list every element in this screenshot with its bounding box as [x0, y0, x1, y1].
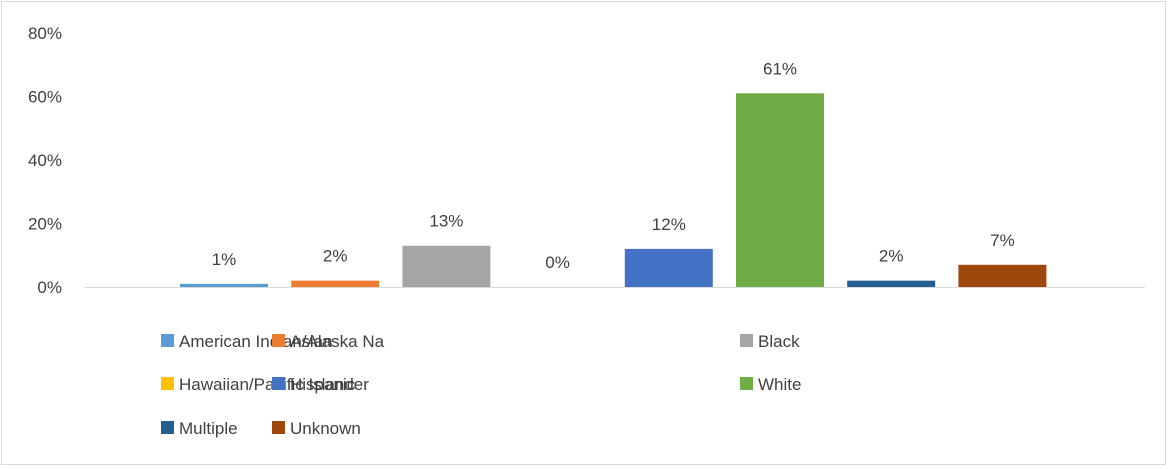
legend-label: Hispanic: [290, 375, 356, 394]
data-label: 13%: [429, 212, 463, 231]
legend-swatch: [740, 334, 753, 347]
bar: [291, 280, 380, 287]
y-tick-label: 0%: [37, 278, 62, 297]
bar: [736, 93, 824, 287]
legend-swatch: [272, 421, 285, 434]
legend-swatch: [161, 377, 174, 390]
legend-label: Asian: [290, 332, 333, 351]
bar: [402, 245, 491, 287]
legend-swatch: [161, 334, 174, 347]
y-tick-label: 20%: [28, 215, 62, 234]
legend-label: Multiple: [179, 419, 238, 438]
y-tick-label: 40%: [28, 151, 62, 170]
legend-label: Black: [758, 332, 800, 351]
bar: [958, 264, 1047, 287]
legend-label: White: [758, 375, 801, 394]
data-label: 7%: [990, 231, 1015, 250]
data-label: 2%: [879, 247, 904, 266]
legend-swatch: [272, 377, 285, 390]
legend-swatch: [272, 334, 285, 347]
data-label: 61%: [763, 59, 797, 78]
data-label: 1%: [212, 250, 237, 269]
data-label: 12%: [652, 215, 686, 234]
bar: [180, 283, 268, 287]
data-label: 2%: [323, 247, 348, 266]
bar: [624, 248, 713, 287]
data-label: 0%: [545, 253, 570, 272]
y-tick-label: 60%: [28, 88, 62, 107]
y-tick-label: 80%: [28, 24, 62, 43]
legend-swatch: [740, 377, 753, 390]
bar: [847, 280, 936, 287]
legend-label: Unknown: [290, 419, 361, 438]
legend-swatch: [161, 421, 174, 434]
